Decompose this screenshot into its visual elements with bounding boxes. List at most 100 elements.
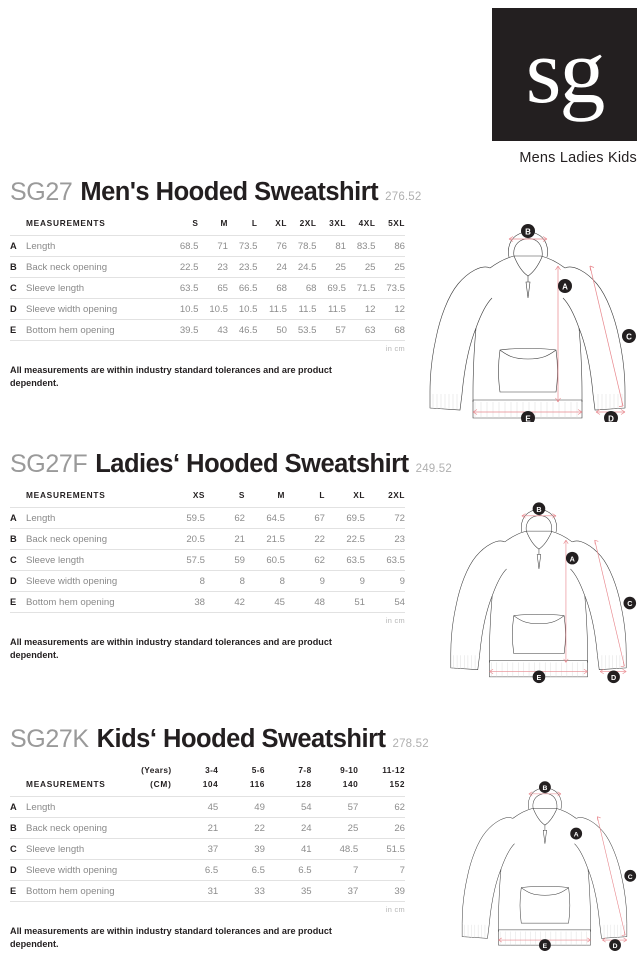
svg-text:E: E (543, 943, 548, 950)
cell-value: 49 (254, 801, 265, 813)
garment-diagram-kids: A B C D E (452, 768, 637, 960)
header-cm: 116 (249, 779, 265, 789)
header-size: S (192, 218, 199, 228)
cell-value: 6.5 (204, 864, 219, 876)
cell-value: 62 (234, 512, 245, 524)
svg-text:D: D (608, 415, 614, 423)
cell-value: 57 (335, 324, 346, 336)
header-size: 2XL (299, 218, 317, 228)
svg-text:A: A (574, 832, 579, 839)
cell-value: 9 (399, 575, 405, 587)
header-measurements: MEASUREMENTS (26, 490, 106, 500)
marker-a: A (570, 827, 583, 840)
cell-value: 41 (300, 843, 312, 855)
svg-text:B: B (536, 505, 541, 514)
table-row: C Sleeve length 37 39 41 48.5 51.5 (10, 838, 405, 860)
header-years-prefix: (Years) (141, 765, 172, 775)
cell-value: 54 (394, 596, 405, 608)
cell-value: 6.5 (251, 864, 265, 876)
cell-value: 20.5 (186, 533, 205, 545)
cell-value: 62 (394, 801, 405, 813)
header-letter-spacer (10, 765, 26, 779)
cell-value: 24.5 (297, 261, 317, 273)
header-years: 3-4 (205, 765, 219, 775)
cell-value: 76 (276, 240, 287, 252)
header-measurements-label: MEASUREMENTS (26, 779, 106, 789)
cell-value: 11.5 (269, 303, 287, 315)
product-price: 276.52 (385, 191, 422, 203)
cell-value: 22.5 (179, 261, 199, 273)
header-size: 5XL (388, 218, 405, 228)
cell-value: 6.5 (298, 864, 312, 876)
header-years: 7-8 (298, 765, 312, 775)
cell-value: 62 (314, 554, 325, 566)
cell-value: 10.5 (209, 303, 228, 315)
row-letter: E (10, 597, 17, 607)
cell-value: 68 (305, 282, 317, 294)
size-table-kids: (Years) 3-4 5-6 7-8 9-10 11-12 MEASUREME… (10, 765, 405, 902)
row-letter: B (10, 262, 17, 272)
marker-d: D (609, 939, 621, 952)
cell-value: 65 (217, 282, 228, 294)
cell-value: 50 (276, 324, 287, 336)
header-years: 11-12 (382, 765, 405, 775)
marker-e: E (521, 411, 535, 422)
cell-value: 57.5 (186, 554, 205, 566)
header-size: 3XL (329, 218, 346, 228)
cell-value: 43 (217, 324, 228, 336)
cell-value: 71.5 (356, 282, 376, 294)
svg-text:C: C (628, 874, 633, 881)
cell-value: 54 (300, 801, 312, 813)
cell-value: 73.5 (386, 282, 405, 294)
marker-e: E (532, 670, 546, 684)
page-title-mens: SG27 Men's Hooded Sweatshirt 276.52 (0, 178, 637, 207)
cell-value: 23.5 (238, 261, 258, 273)
header-size: L (319, 490, 325, 500)
cell-value: 64.5 (266, 512, 285, 524)
row-letter: B (10, 823, 17, 833)
row-label: Back neck opening (26, 533, 108, 545)
table-row: E Bottom hem opening 39.5 43 46.5 50 53.… (10, 319, 405, 341)
row-letter: A (10, 241, 17, 251)
header-size: XS (192, 490, 205, 500)
cell-value: 10.5 (179, 303, 199, 315)
cell-value: 7 (352, 864, 359, 876)
header-measurements: MEASUREMENTS (CM) (26, 779, 172, 797)
cell-value: 24 (276, 261, 287, 273)
cell-value: 68 (394, 324, 405, 336)
cell-value: 63.5 (386, 554, 405, 566)
header-size: M (220, 218, 228, 228)
svg-text:E: E (525, 415, 531, 423)
size-table-ladies: MEASUREMENTS XS S M L XL 2XL A Length 59… (10, 490, 405, 613)
row-letter: C (10, 844, 17, 854)
row-label: Bottom hem opening (26, 596, 115, 608)
table-row: C Sleeve length 57.5 59 60.5 62 63.5 63.… (10, 549, 405, 571)
marker-b: B (532, 502, 546, 515)
unit-label: in cm (385, 344, 405, 353)
table-row: B Back neck opening 21 22 24 25 26 (10, 817, 405, 839)
cell-value: 22 (254, 822, 265, 834)
row-label: Bottom hem opening (26, 324, 115, 336)
product-name: Ladies‘ Hooded Sweatshirt (95, 450, 409, 478)
cell-value: 7 (399, 864, 405, 876)
cell-value: 11.5 (328, 303, 346, 315)
cell-value: 10.5 (238, 303, 258, 315)
header-cm-prefix: (CM) (150, 779, 172, 789)
header-size: 2XL (388, 490, 405, 500)
cell-value: 69.5 (327, 282, 346, 294)
cell-value: 63.5 (179, 282, 199, 294)
row-letter: D (10, 304, 17, 314)
page-title-kids: SG27K Kids‘ Hooded Sweatshirt 278.52 (0, 725, 637, 754)
table-row: D Sleeve width opening 10.5 10.5 10.5 11… (10, 298, 405, 320)
product-price: 278.52 (392, 738, 429, 750)
cell-value: 38 (194, 596, 205, 608)
marker-c: C (623, 596, 637, 610)
tolerance-note: All measurements are within industry sta… (10, 926, 332, 950)
header-size: L (251, 218, 258, 228)
svg-text:A: A (562, 283, 568, 292)
cell-value: 59.5 (186, 512, 205, 524)
header-cm: 128 (296, 779, 312, 789)
row-label: Sleeve width opening (26, 575, 118, 587)
row-label: Sleeve length (26, 282, 85, 294)
logo-wordmark: sg (525, 19, 606, 122)
